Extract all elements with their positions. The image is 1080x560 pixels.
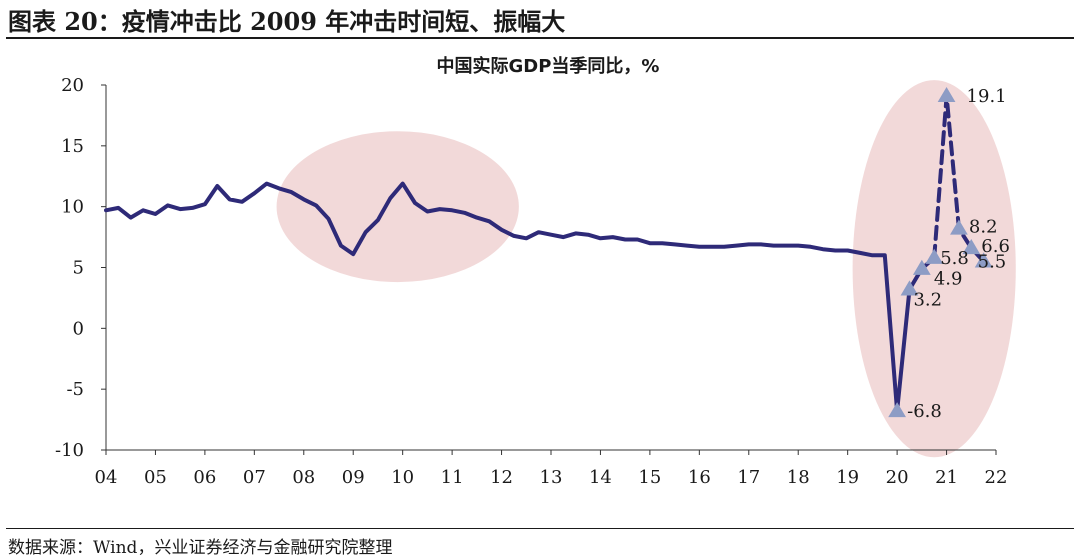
highlight-layer xyxy=(276,80,1016,458)
data-marker xyxy=(900,280,919,296)
data-label: 8.2 xyxy=(969,217,998,238)
data-label: 19.1 xyxy=(967,86,1007,107)
x-tick-label: 17 xyxy=(737,467,760,488)
highlight-ellipse-1 xyxy=(276,131,519,283)
x-tick-label: 05 xyxy=(144,467,167,488)
data-label: 5.5 xyxy=(978,251,1007,272)
data-marker xyxy=(962,239,981,255)
data-label: 4.9 xyxy=(934,269,963,290)
data-marker xyxy=(925,248,944,264)
data-marker xyxy=(950,219,968,235)
source-note: 数据来源：Wind，兴业证券经济与金融研究院整理 xyxy=(8,538,393,558)
data-label: 6.6 xyxy=(981,236,1010,257)
x-tick-label: 12 xyxy=(490,467,513,488)
marker-layer xyxy=(888,86,993,418)
figure-title: 图表 20：疫情冲击比 2009 年冲击时间短、振幅大 xyxy=(8,7,566,36)
x-tick-label: 09 xyxy=(342,467,365,488)
y-tick-label: 5 xyxy=(73,258,84,279)
x-tick-label: 10 xyxy=(391,467,414,488)
x-tick-label: 20 xyxy=(886,467,909,488)
y-tick-label: 10 xyxy=(61,197,84,218)
data-marker xyxy=(912,259,931,275)
x-tick-label: 22 xyxy=(985,467,1008,488)
title-rule xyxy=(6,37,1074,39)
y-tick-label: 15 xyxy=(61,136,84,157)
x-tick-label: 11 xyxy=(441,467,464,488)
data-marker xyxy=(888,402,906,418)
source-rule xyxy=(6,528,1074,529)
x-tick-label: 07 xyxy=(243,467,266,488)
x-tick-label: 06 xyxy=(193,467,216,488)
y-tick-label: -10 xyxy=(55,440,84,461)
data-marker xyxy=(937,86,956,103)
data-label-layer: -6.8 3.24.95.8 19.1 8.26.65.5 xyxy=(907,86,1010,422)
x-tick-label: 21 xyxy=(935,467,958,488)
series-layer xyxy=(104,93,986,414)
data-label: 5.8 xyxy=(940,248,969,269)
y-tick-label: -5 xyxy=(66,379,84,400)
series-line-solid xyxy=(104,181,937,414)
x-tick-label: 19 xyxy=(836,467,859,488)
x-tick-label: 13 xyxy=(540,467,563,488)
chart-title: 中国实际GDP当季同比，% xyxy=(437,55,660,77)
y-tick-label: 0 xyxy=(73,318,84,339)
x-tick-label: 08 xyxy=(292,467,315,488)
x-tick-label: 04 xyxy=(95,467,118,488)
x-tick-label: 15 xyxy=(638,467,661,488)
y-tick-label: 20 xyxy=(61,75,84,96)
data-marker xyxy=(974,252,993,268)
x-tick-label: 14 xyxy=(589,467,612,488)
x-tick-label: 16 xyxy=(688,467,711,488)
x-tick-label: 18 xyxy=(787,467,810,488)
data-label: 3.2 xyxy=(913,289,942,310)
data-label: -6.8 xyxy=(907,401,942,422)
